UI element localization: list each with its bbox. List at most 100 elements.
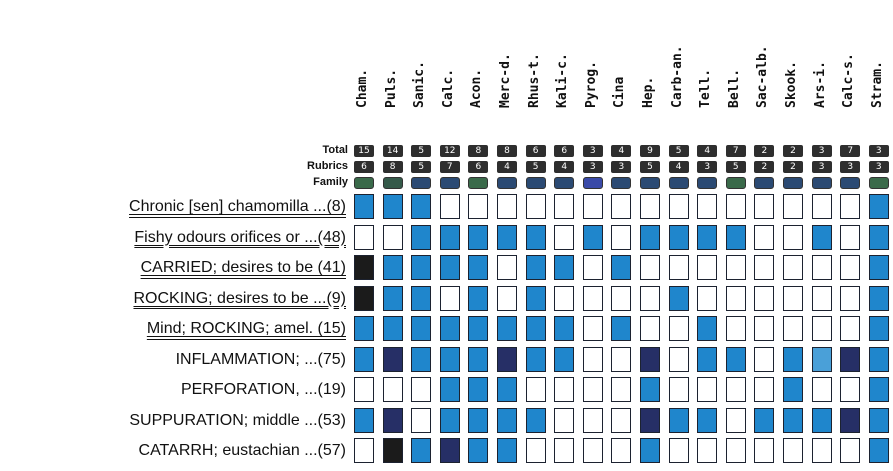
grade-cell[interactable]	[754, 255, 775, 280]
remedy-name-0[interactable]: Cham.	[355, 68, 370, 108]
grade-cell[interactable]	[354, 407, 374, 433]
grade-cell[interactable]	[868, 377, 889, 402]
grade-cell[interactable]	[611, 346, 632, 372]
grade-cell[interactable]	[611, 194, 632, 219]
grade-cell[interactable]	[382, 224, 403, 250]
grade-cell[interactable]	[582, 224, 603, 250]
grade-cell[interactable]	[611, 316, 632, 341]
grade-cell[interactable]	[840, 346, 861, 372]
grade-cell[interactable]	[868, 316, 889, 341]
grade-cell[interactable]	[668, 316, 689, 341]
grade-cell[interactable]	[811, 255, 832, 280]
remedy-name-12[interactable]: Tell.	[698, 68, 714, 108]
remedy-name-15[interactable]: Skook.	[784, 61, 799, 108]
grade-cell[interactable]	[554, 316, 575, 341]
grade-cell[interactable]	[382, 255, 403, 280]
grade-cell[interactable]	[611, 224, 632, 250]
grade-cell[interactable]	[840, 255, 861, 280]
grade-cell[interactable]	[697, 377, 718, 402]
grade-cell[interactable]	[354, 316, 374, 341]
grade-cell[interactable]	[411, 438, 432, 463]
grade-cell[interactable]	[811, 438, 832, 463]
grade-cell[interactable]	[840, 194, 861, 219]
grade-cell[interactable]	[382, 316, 403, 341]
grade-cell[interactable]	[783, 377, 803, 402]
grade-cell[interactable]	[783, 438, 803, 463]
grade-cell[interactable]	[582, 316, 603, 341]
grade-cell[interactable]	[468, 438, 489, 463]
grade-cell[interactable]	[783, 285, 803, 311]
grade-cell[interactable]	[468, 224, 489, 250]
grade-cell[interactable]	[382, 194, 403, 219]
remedy-name-14[interactable]: Sac-alb.	[755, 45, 771, 108]
grade-cell[interactable]	[411, 224, 432, 250]
grade-cell[interactable]	[582, 407, 603, 433]
grade-cell[interactable]	[468, 255, 489, 280]
grade-cell[interactable]	[411, 316, 432, 341]
remedy-name-13[interactable]: Bell.	[726, 68, 742, 108]
rubric-label-4[interactable]: Mind; ROCKING; amel. (15)	[146, 320, 346, 337]
grade-cell[interactable]	[868, 285, 889, 311]
remedy-name-4[interactable]: Acon.	[469, 68, 485, 108]
grade-cell[interactable]	[640, 255, 660, 280]
grade-cell[interactable]	[497, 285, 517, 311]
grade-cell[interactable]	[725, 255, 746, 280]
grade-cell[interactable]	[725, 316, 746, 341]
grade-cell[interactable]	[840, 438, 861, 463]
remedy-name-9[interactable]: Cina	[612, 76, 628, 108]
remedy-name-18[interactable]: Stram.	[869, 61, 885, 108]
grade-cell[interactable]	[725, 224, 746, 250]
grade-cell[interactable]	[525, 346, 546, 372]
grade-cell[interactable]	[497, 194, 517, 219]
rubric-label-2[interactable]: CARRIED; desires to be (41)	[140, 259, 346, 276]
grade-cell[interactable]	[611, 377, 632, 402]
grade-cell[interactable]	[468, 377, 489, 402]
grade-cell[interactable]	[840, 377, 861, 402]
grade-cell[interactable]	[411, 377, 432, 402]
grade-cell[interactable]	[354, 377, 374, 402]
grade-cell[interactable]	[811, 377, 832, 402]
grade-cell[interactable]	[697, 316, 718, 341]
grade-cell[interactable]	[354, 285, 374, 311]
remedy-name-11[interactable]: Carb-an.	[669, 45, 685, 108]
grade-cell[interactable]	[582, 255, 603, 280]
grade-cell[interactable]	[783, 194, 803, 219]
grade-cell[interactable]	[554, 377, 575, 402]
grade-cell[interactable]	[554, 255, 575, 280]
grade-cell[interactable]	[725, 194, 746, 219]
grade-cell[interactable]	[868, 346, 889, 372]
grade-cell[interactable]	[411, 255, 432, 280]
grade-cell[interactable]	[497, 224, 517, 250]
grade-cell[interactable]	[668, 377, 689, 402]
grade-cell[interactable]	[439, 316, 460, 341]
grade-cell[interactable]	[525, 255, 546, 280]
grade-cell[interactable]	[840, 316, 861, 341]
remedy-name-1[interactable]: Puls.	[383, 68, 399, 108]
grade-cell[interactable]	[611, 285, 632, 311]
grade-cell[interactable]	[411, 285, 432, 311]
grade-cell[interactable]	[868, 438, 889, 463]
grade-cell[interactable]	[697, 194, 718, 219]
grade-cell[interactable]	[697, 255, 718, 280]
grade-cell[interactable]	[783, 407, 803, 433]
grade-cell[interactable]	[725, 346, 746, 372]
grade-cell[interactable]	[439, 255, 460, 280]
grade-cell[interactable]	[554, 407, 575, 433]
grade-cell[interactable]	[582, 346, 603, 372]
grade-cell[interactable]	[840, 407, 861, 433]
grade-cell[interactable]	[525, 438, 546, 463]
rubric-label-1[interactable]: Fishy odours orifices or ...(48)	[134, 228, 346, 246]
grade-cell[interactable]	[697, 438, 718, 463]
grade-cell[interactable]	[354, 438, 374, 463]
remedy-name-6[interactable]: Rhus-t.	[526, 53, 542, 108]
grade-cell[interactable]	[668, 255, 689, 280]
grade-cell[interactable]	[640, 285, 660, 311]
grade-cell[interactable]	[525, 316, 546, 341]
grade-cell[interactable]	[354, 255, 374, 280]
grade-cell[interactable]	[468, 285, 489, 311]
grade-cell[interactable]	[382, 407, 403, 433]
grade-cell[interactable]	[468, 407, 489, 433]
grade-cell[interactable]	[783, 346, 803, 372]
grade-cell[interactable]	[754, 316, 775, 341]
grade-cell[interactable]	[754, 407, 775, 433]
